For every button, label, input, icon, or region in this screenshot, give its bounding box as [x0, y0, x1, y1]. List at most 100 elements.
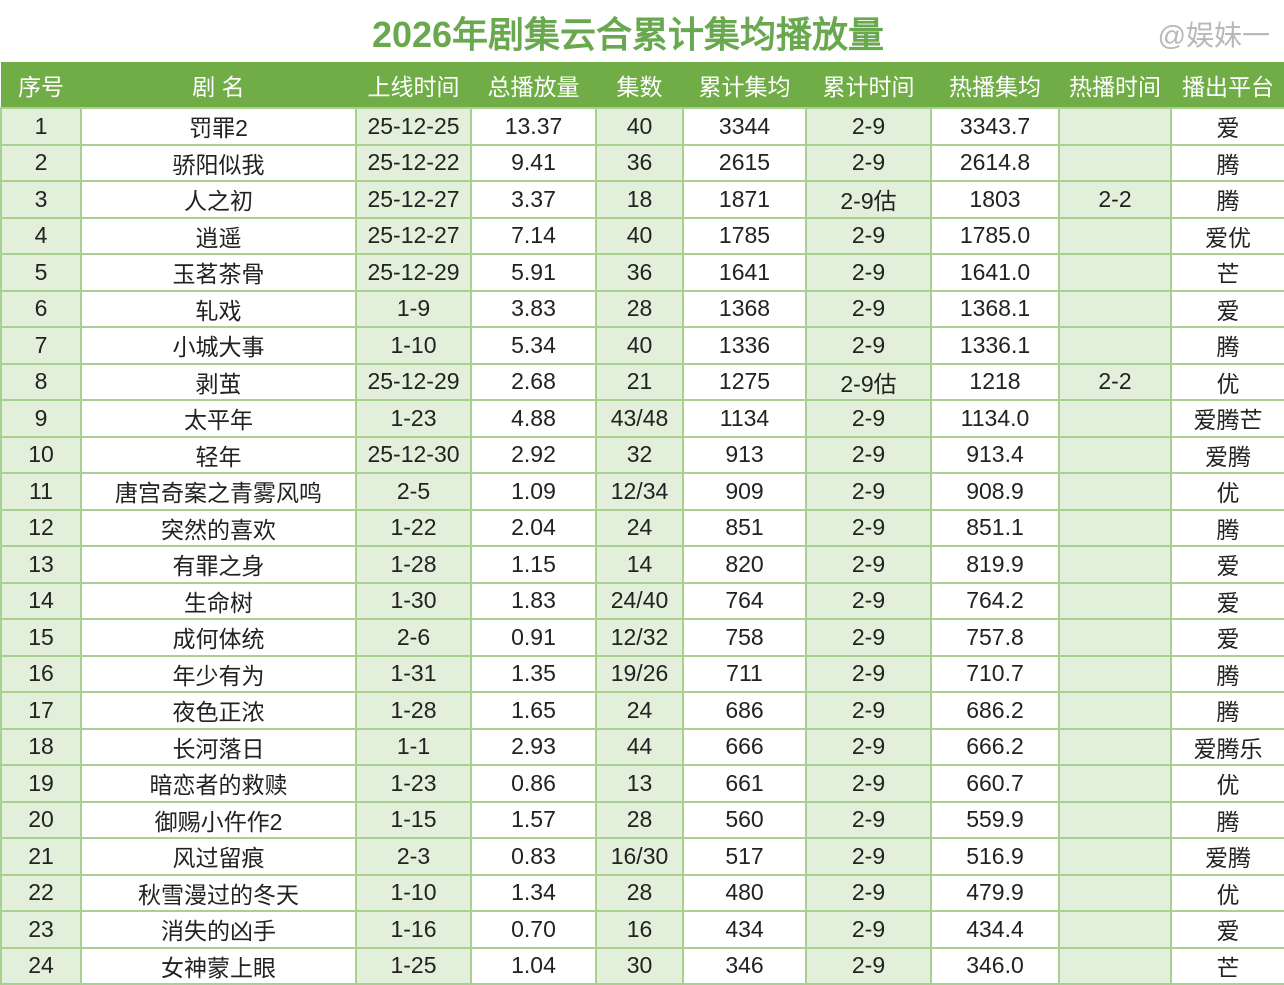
table-row: 15 成何体统 2-6 0.91 12/32 758 2-9 757.8 爱: [0, 618, 1284, 657]
cell-total-views: 1.34: [470, 873, 597, 912]
cell-index: 18: [0, 727, 82, 766]
cell-total-views: 3.83: [470, 289, 597, 328]
cell-hot-avg: 479.9: [930, 873, 1060, 912]
cell-episodes: 16/30: [595, 837, 684, 876]
cell-cumulative-date: 2-9: [805, 727, 932, 766]
cell-platform: 爱: [1170, 910, 1284, 949]
cell-release-date: 2-3: [355, 837, 472, 876]
cell-release-date: 1-28: [355, 545, 472, 584]
cell-platform: 优: [1170, 362, 1284, 401]
cell-total-views: 2.68: [470, 362, 597, 401]
cell-hot-date: [1058, 399, 1172, 438]
cell-total-views: 13.37: [470, 107, 597, 146]
cell-episodes: 36: [595, 143, 684, 182]
cell-hot-date: [1058, 107, 1172, 146]
cell-release-date: 1-10: [355, 326, 472, 365]
cell-title: 暗恋者的救赎: [80, 764, 357, 803]
cell-total-views: 1.15: [470, 545, 597, 584]
cell-cumulative-avg: 1641: [682, 253, 807, 292]
cell-hot-avg: 434.4: [930, 910, 1060, 949]
cell-release-date: 25-12-22: [355, 143, 472, 182]
cell-release-date: 1-23: [355, 764, 472, 803]
cell-cumulative-date: 2-9: [805, 691, 932, 730]
table-row: 1 罚罪2 25-12-25 13.37 40 3344 2-9 3343.7 爱: [0, 107, 1284, 146]
cell-hot-avg: 710.7: [930, 654, 1060, 693]
cell-hot-avg: 1336.1: [930, 326, 1060, 365]
cell-hot-avg: 559.9: [930, 800, 1060, 839]
cell-hot-date: [1058, 618, 1172, 657]
cell-total-views: 2.93: [470, 727, 597, 766]
cell-total-views: 0.70: [470, 910, 597, 949]
cell-platform: 爱腾乐: [1170, 727, 1284, 766]
cell-cumulative-date: 2-9: [805, 873, 932, 912]
column-header-hot-date: 热播时间: [1058, 62, 1172, 109]
cell-title: 生命树: [80, 581, 357, 620]
cell-platform: 爱: [1170, 107, 1284, 146]
cell-hot-date: [1058, 764, 1172, 803]
cell-platform: 爱腾: [1170, 837, 1284, 876]
cell-platform: 爱: [1170, 545, 1284, 584]
cell-total-views: 1.09: [470, 472, 597, 511]
cell-title: 秋雪漫过的冬天: [80, 873, 357, 912]
cell-hot-date: [1058, 216, 1172, 255]
cell-episodes: 28: [595, 800, 684, 839]
cell-hot-date: [1058, 691, 1172, 730]
cell-title: 突然的喜欢: [80, 508, 357, 547]
cell-release-date: 1-25: [355, 946, 472, 985]
table-row: 9 太平年 1-23 4.88 43/48 1134 2-9 1134.0 爱腾芒: [0, 399, 1284, 438]
cell-index: 8: [0, 362, 82, 401]
table-row: 12 突然的喜欢 1-22 2.04 24 851 2-9 851.1 腾: [0, 508, 1284, 547]
column-header-index: 序号: [0, 62, 82, 109]
table-row: 23 消失的凶手 1-16 0.70 16 434 2-9 434.4 爱: [0, 910, 1284, 949]
cell-cumulative-date: 2-9: [805, 618, 932, 657]
cell-platform: 腾: [1170, 180, 1284, 219]
cell-platform: 爱腾芒: [1170, 399, 1284, 438]
cell-total-views: 3.37: [470, 180, 597, 219]
cell-episodes: 40: [595, 216, 684, 255]
cell-cumulative-date: 2-9: [805, 216, 932, 255]
cell-cumulative-date: 2-9: [805, 472, 932, 511]
cell-total-views: 5.91: [470, 253, 597, 292]
cell-index: 4: [0, 216, 82, 255]
cell-index: 13: [0, 545, 82, 584]
cell-cumulative-avg: 480: [682, 873, 807, 912]
page-title: 2026年剧集云合累计集均播放量: [371, 14, 885, 55]
cell-release-date: 25-12-27: [355, 216, 472, 255]
cell-index: 7: [0, 326, 82, 365]
cell-total-views: 2.04: [470, 508, 597, 547]
cell-title: 逍遥: [80, 216, 357, 255]
cell-hot-date: [1058, 837, 1172, 876]
cell-cumulative-date: 2-9: [805, 837, 932, 876]
cell-title: 夜色正浓: [80, 691, 357, 730]
cell-hot-avg: 686.2: [930, 691, 1060, 730]
cell-episodes: 12/32: [595, 618, 684, 657]
cell-cumulative-date: 2-9: [805, 910, 932, 949]
cell-cumulative-date: 2-9: [805, 800, 932, 839]
cell-cumulative-date: 2-9估: [805, 362, 932, 401]
column-header-title: 剧 名: [80, 62, 357, 109]
table-row: 22 秋雪漫过的冬天 1-10 1.34 28 480 2-9 479.9 优: [0, 873, 1284, 912]
table-row: 17 夜色正浓 1-28 1.65 24 686 2-9 686.2 腾: [0, 691, 1284, 730]
cell-hot-avg: 851.1: [930, 508, 1060, 547]
cell-title: 太平年: [80, 399, 357, 438]
cell-title: 女神蒙上眼: [80, 946, 357, 985]
cell-total-views: 2.92: [470, 435, 597, 474]
cell-title: 骄阳似我: [80, 143, 357, 182]
cell-hot-date: [1058, 545, 1172, 584]
cell-platform: 腾: [1170, 508, 1284, 547]
cell-episodes: 21: [595, 362, 684, 401]
cell-hot-avg: 819.9: [930, 545, 1060, 584]
cell-title: 唐宫奇案之青雾风鸣: [80, 472, 357, 511]
table-row: 20 御赐小仵作2 1-15 1.57 28 560 2-9 559.9 腾: [0, 800, 1284, 839]
cell-index: 10: [0, 435, 82, 474]
cell-hot-avg: 666.2: [930, 727, 1060, 766]
table-row: 19 暗恋者的救赎 1-23 0.86 13 661 2-9 660.7 优: [0, 764, 1284, 803]
cell-hot-date: 2-2: [1058, 180, 1172, 219]
cell-title: 轧戏: [80, 289, 357, 328]
cell-total-views: 0.83: [470, 837, 597, 876]
cell-cumulative-date: 2-9: [805, 764, 932, 803]
cell-hot-date: [1058, 910, 1172, 949]
cell-hot-avg: 757.8: [930, 618, 1060, 657]
cell-total-views: 1.04: [470, 946, 597, 985]
cell-hot-date: [1058, 508, 1172, 547]
